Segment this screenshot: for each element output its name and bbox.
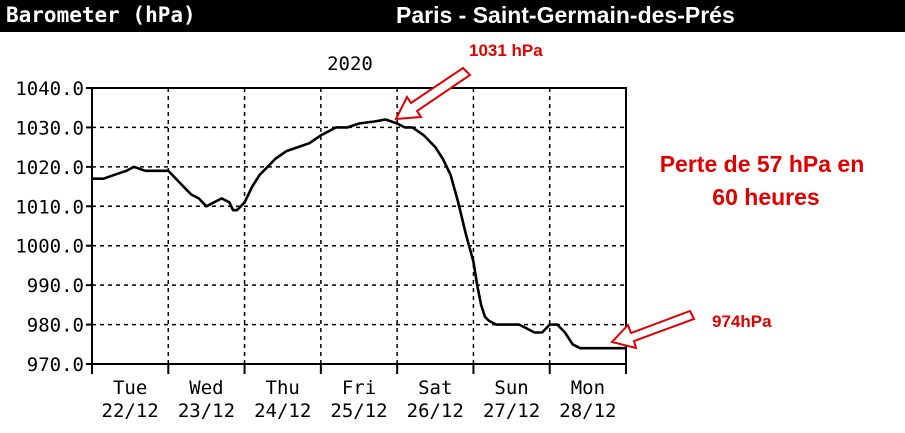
y-tick-label: 980.0 xyxy=(27,315,84,337)
peak-value-label: 1031 hPa xyxy=(469,41,543,60)
x-tick-day-label: Sun xyxy=(494,377,528,399)
low-annotation: 974hPa xyxy=(610,309,772,350)
peak-annotation: 1031 hPa xyxy=(394,41,543,121)
x-tick-date-label: 27/12 xyxy=(483,400,540,422)
y-tick-label: 1000.0 xyxy=(15,236,84,258)
x-tick-date-label: 26/12 xyxy=(407,400,464,422)
x-tick-day-label: Mon xyxy=(571,377,605,399)
grid-layer xyxy=(91,87,627,365)
series-layer xyxy=(92,118,626,350)
loss-line1-label: Perte de 57 hPa en xyxy=(660,151,865,177)
y-tick-label: 1020.0 xyxy=(15,157,84,179)
x-tick-date-label: 22/12 xyxy=(102,400,159,422)
header-bar: Barometer (hPa) Paris - Saint-Germain-de… xyxy=(0,0,905,32)
x-tick-date-label: 25/12 xyxy=(330,400,387,422)
y-tick-label: 1040.0 xyxy=(15,78,84,100)
y-tick-label: 1030.0 xyxy=(15,117,84,139)
pressure-series-line xyxy=(92,118,626,350)
chart-year-label: 2020 xyxy=(327,53,373,75)
plot-frame xyxy=(91,87,627,365)
low-value-label: 974hPa xyxy=(712,312,772,331)
y-tick-label: 970.0 xyxy=(27,354,84,376)
x-tick-day-label: Fri xyxy=(342,377,376,399)
x-tick-day-label: Sat xyxy=(418,377,452,399)
x-tick-day-label: Tue xyxy=(113,377,147,399)
x-tick-day-label: Wed xyxy=(189,377,223,399)
x-tick-date-label: 28/12 xyxy=(559,400,616,422)
x-tick-date-label: 23/12 xyxy=(178,400,235,422)
loss-line2-label: 60 heures xyxy=(712,184,819,210)
low-arrow-icon xyxy=(610,309,696,350)
peak-arrow-icon xyxy=(394,66,472,121)
location-label: Paris - Saint-Germain-des-Prés xyxy=(396,2,735,28)
y-tick-label: 1010.0 xyxy=(15,196,84,218)
x-tick-date-label: 24/12 xyxy=(254,400,311,422)
chart-title-label: Barometer (hPa) xyxy=(6,3,196,27)
y-tick-label: 990.0 xyxy=(27,275,84,297)
x-tick-day-label: Thu xyxy=(266,377,300,399)
axis-layer: 1040.0 1030.0 1020.0 1010.0 1000.0 990.0 980.0… xyxy=(15,78,627,422)
loss-annotation: Perte de 57 hPa en 60 heures xyxy=(660,151,865,210)
